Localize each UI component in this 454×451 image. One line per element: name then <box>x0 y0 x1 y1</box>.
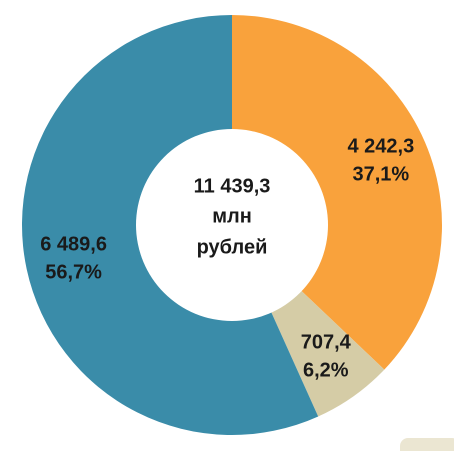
percentage-label: 56,7% <box>45 261 102 283</box>
center-unit: рублей <box>197 236 268 258</box>
value-label: 4 242,3 <box>347 135 414 157</box>
center-total: 11 439,3 <box>194 175 271 197</box>
value-label: 6 489,6 <box>40 233 107 255</box>
donut-slice <box>232 15 443 370</box>
percentage-label: 37,1% <box>352 163 409 185</box>
percentage-label: 6,2% <box>303 359 349 381</box>
center-unit: млн <box>212 205 252 227</box>
donut-hole <box>136 129 328 321</box>
legend-fragment <box>400 438 454 451</box>
value-label: 707,4 <box>301 331 352 353</box>
